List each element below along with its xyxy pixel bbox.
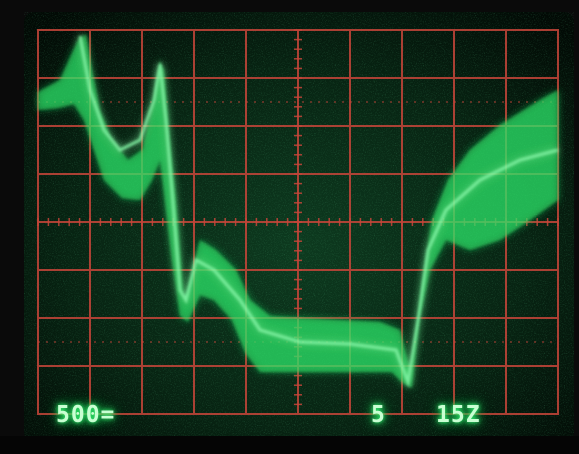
volts-per-div-readout: 500= bbox=[56, 402, 116, 428]
time-per-div-readout: 15Z bbox=[436, 402, 481, 428]
graticule-dotted-lines bbox=[38, 101, 558, 343]
waveform-trace bbox=[38, 34, 559, 388]
channel-readout: 5 bbox=[371, 402, 386, 428]
bottom-reflection bbox=[0, 436, 579, 454]
